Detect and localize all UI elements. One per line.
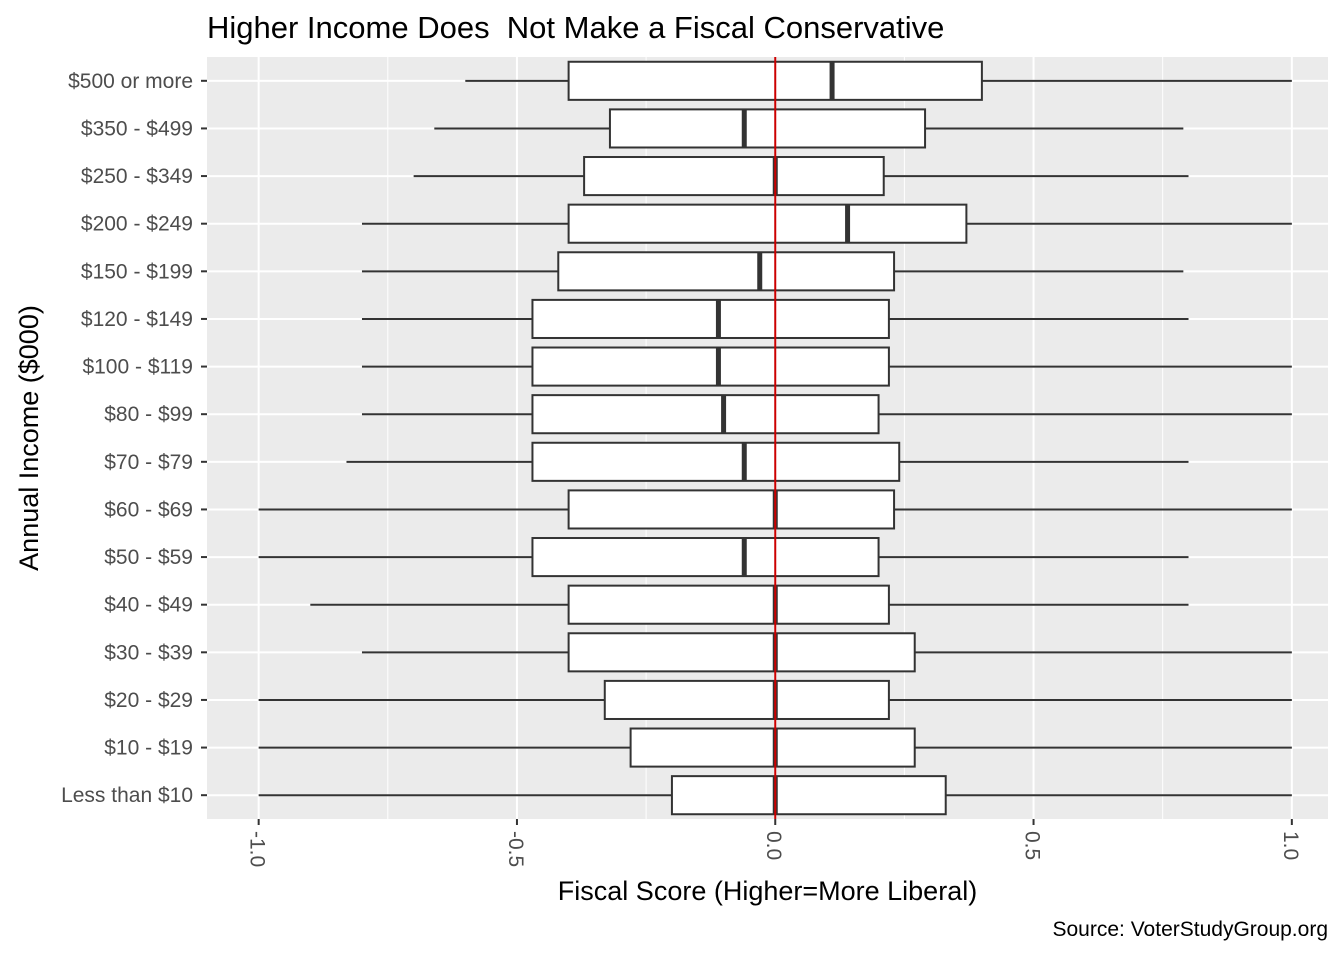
source-caption: Source: VoterStudyGroup.org [1052, 918, 1329, 941]
box [583, 156, 885, 197]
y-tick-label: Less than $10 [61, 784, 193, 807]
y-tick-label: $60 - $69 [104, 498, 193, 521]
y-tick-label: $250 - $349 [81, 165, 193, 188]
y-tick-label: $10 - $19 [104, 737, 193, 760]
box [603, 679, 890, 720]
box [567, 489, 896, 530]
y-tick-label: $500 or more [68, 70, 193, 93]
x-tick-label: -1.0 [246, 831, 269, 867]
y-tick-label: $30 - $39 [104, 641, 193, 664]
x-tick-label: 0.5 [1021, 831, 1044, 860]
y-axis-title: Annual Income ($000) [14, 305, 44, 571]
box [567, 203, 968, 244]
y-tick-label: $120 - $149 [81, 308, 193, 331]
x-tick-label: 0.0 [762, 831, 785, 860]
x-tick-label: -0.5 [504, 831, 527, 867]
y-tick-label: $70 - $79 [104, 451, 193, 474]
box [567, 584, 890, 625]
y-tick-label: $350 - $499 [81, 117, 193, 140]
x-tick-label: 1.0 [1279, 831, 1302, 860]
box [531, 298, 890, 339]
box [531, 346, 890, 387]
box [670, 775, 947, 816]
box [531, 394, 880, 435]
box [531, 537, 880, 578]
chart-title: Higher Income Does Not Make a Fiscal Con… [207, 10, 945, 45]
y-tick-label: $200 - $249 [81, 213, 193, 236]
y-tick-label: $80 - $99 [104, 403, 193, 426]
box [531, 441, 901, 482]
box [608, 108, 927, 149]
x-axis-title: Fiscal Score (Higher=More Liberal) [558, 876, 977, 906]
box [567, 632, 916, 673]
y-tick-label: $40 - $49 [104, 594, 193, 617]
y-tick-label: $100 - $119 [82, 356, 193, 379]
box [629, 727, 916, 768]
box [557, 251, 896, 292]
y-tick-label: $20 - $29 [104, 689, 193, 712]
y-tick-label: $150 - $199 [81, 260, 193, 283]
y-tick-label: $50 - $59 [104, 546, 193, 569]
